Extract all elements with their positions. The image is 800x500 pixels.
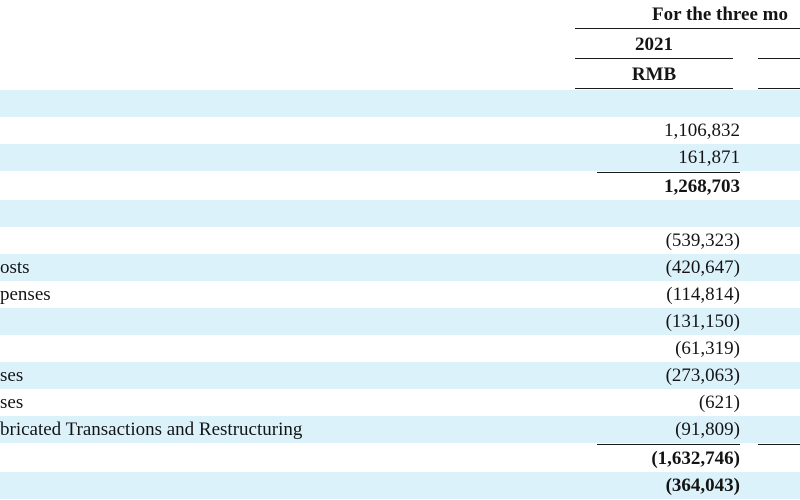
row-value: (621) — [698, 392, 740, 413]
row-value: 1,106,832 — [664, 120, 740, 141]
row-label: osts — [0, 257, 30, 278]
year-header-rule — [575, 58, 733, 59]
table-row: (61,319) — [0, 335, 800, 362]
table-row — [0, 200, 800, 227]
table-row: 161,871 — [0, 144, 800, 171]
next-currency-header-rule — [758, 88, 800, 89]
subtotal-rule — [597, 444, 740, 445]
table-row: ses (621) — [0, 389, 800, 416]
table-row: ses (273,063) — [0, 362, 800, 389]
subtotal-rule — [597, 172, 740, 173]
row-value: (539,323) — [665, 230, 740, 251]
row-value: (114,814) — [666, 284, 740, 305]
table-row: osts (420,647) — [0, 254, 800, 281]
row-value: (420,647) — [665, 257, 740, 278]
table-row: (364,043) — [0, 472, 800, 499]
row-value: (1,632,746) — [651, 448, 740, 469]
row-label: ses — [0, 365, 24, 386]
table-row: (131,150) — [0, 308, 800, 335]
row-value: (131,150) — [665, 311, 740, 332]
table-row: 1,268,703 — [0, 173, 800, 200]
period-header: For the three mo — [652, 4, 788, 25]
table-row: (539,323) — [0, 227, 800, 254]
currency-header-rule — [575, 88, 733, 89]
table-row: (1,632,746) — [0, 445, 800, 472]
year-header: 2021 — [635, 34, 673, 55]
row-value: (273,063) — [665, 365, 740, 386]
row-value: (91,809) — [675, 419, 740, 440]
table-row: penses (114,814) — [0, 281, 800, 308]
row-label: bricated Transactions and Restructuring — [0, 419, 303, 440]
row-value: 161,871 — [678, 147, 740, 168]
table-row: bricated Transactions and Restructuring … — [0, 416, 800, 443]
row-label: penses — [0, 284, 51, 305]
table-row — [0, 90, 800, 117]
next-year-header-rule — [758, 58, 800, 59]
row-value: (61,319) — [675, 338, 740, 359]
table-row: 1,106,832 — [0, 117, 800, 144]
row-value: 1,268,703 — [664, 176, 740, 197]
period-header-rule — [575, 28, 800, 29]
currency-header: RMB — [631, 64, 677, 85]
next-subtotal-rule — [758, 444, 800, 445]
row-value: (364,043) — [665, 475, 740, 496]
row-label: ses — [0, 392, 24, 413]
